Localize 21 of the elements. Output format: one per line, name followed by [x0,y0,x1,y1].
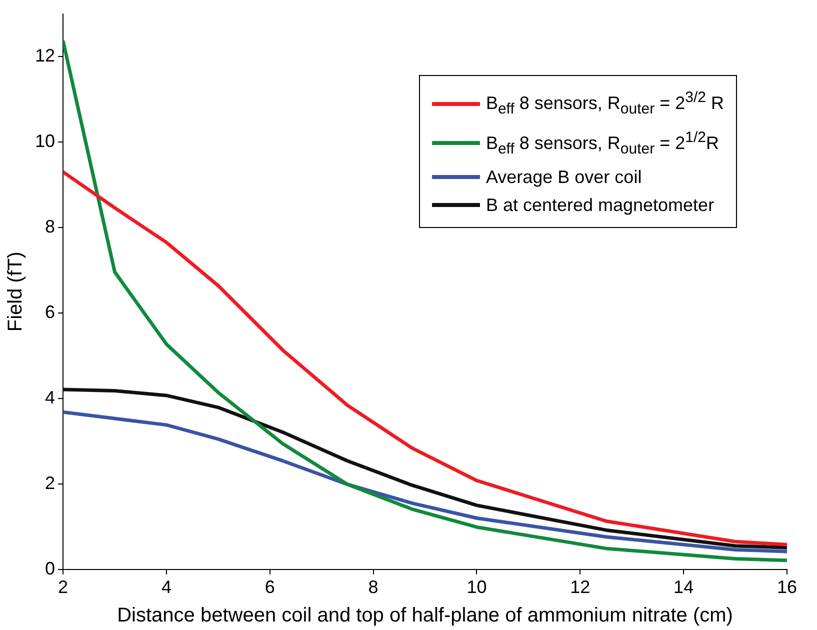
x-tick-label: 4 [161,577,172,598]
y-tick-label: 4 [45,387,56,408]
y-tick-label: 10 [34,130,56,151]
x-tick-label: 2 [58,577,68,598]
legend-label: B$_{eff}$ 8 sensors, R$_{outer}$ = 2$^{3/2}$ R [486,88,724,120]
legend-label: B$_{eff}$ 8 sensors, R$_{outer}$ = 2$^{1/2}$R [486,128,719,160]
x-axis-title: Distance between coil and top of half-plane of ammonium nitrate (cm) [117,604,733,627]
y-tick-label: 0 [45,558,56,578]
y-tick-label: 2 [45,472,56,493]
y-tick-label: 8 [45,216,56,236]
x-tick-label: 14 [674,577,694,598]
y-axis-title: Field (fT) [4,252,27,332]
x-tick-label: 12 [570,577,590,598]
x-tick-label: 16 [776,577,798,598]
legend-label: B at centered magnetometer [486,194,714,218]
x-tick-label: 10 [466,577,487,598]
y-tick-label: 12 [34,46,56,66]
legend-label: Average B over coil [486,166,642,190]
x-tick-label: 8 [368,577,378,598]
y-tick-label: 6 [45,302,56,322]
x-tick-label: 6 [264,577,275,598]
